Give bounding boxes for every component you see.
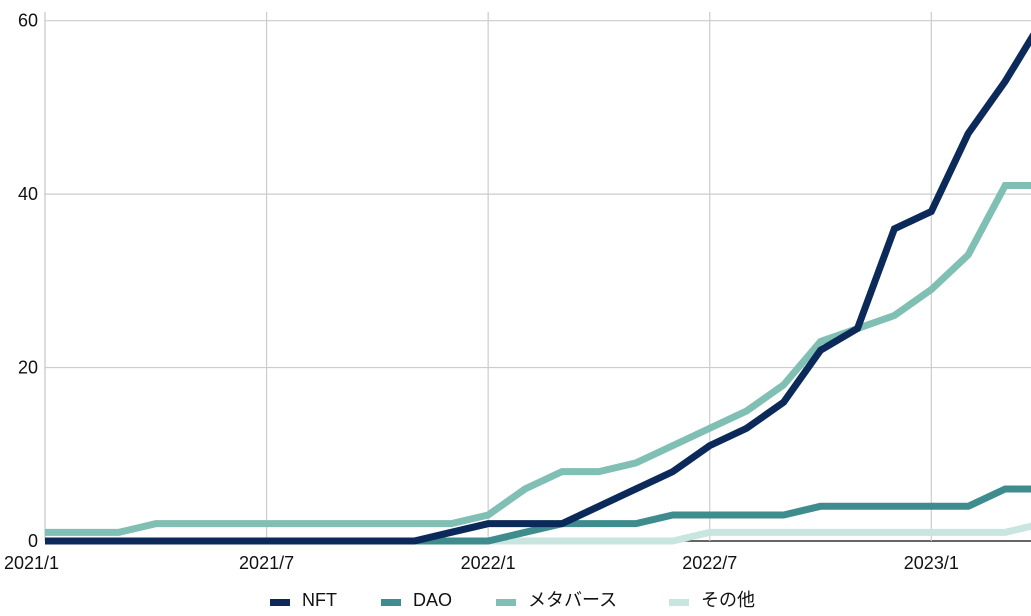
- legend: NFT DAO メタバース その他: [270, 590, 755, 610]
- legend-label: DAO: [413, 590, 452, 610]
- x-gridlines: [44, 12, 932, 541]
- legend-label: メタバース: [528, 590, 617, 610]
- legend-swatch: [496, 599, 516, 606]
- x-tick-labels: 2021/1 2021/7 2022/1 2022/7 2023/1: [4, 553, 959, 573]
- series-line-0: [45, 32, 1031, 545]
- legend-swatch: [381, 599, 401, 606]
- y-tick-label: 0: [28, 531, 38, 551]
- x-tick-label: 2021/7: [239, 553, 294, 573]
- series-line-2: [45, 181, 1031, 536]
- legend-label: その他: [701, 590, 755, 610]
- y-tick-label: 60: [18, 11, 38, 31]
- x-tick-label: 2022/7: [682, 553, 737, 573]
- y-tick-label: 20: [18, 358, 38, 378]
- y-tick-label: 40: [18, 184, 38, 204]
- legend-label: NFT: [302, 590, 337, 610]
- x-tick-label: 2021/1: [4, 553, 59, 573]
- x-tick-label: 2022/1: [461, 553, 516, 573]
- legend-swatch: [270, 599, 290, 606]
- legend-swatch: [669, 599, 689, 606]
- x-tick-label: 2023/1: [904, 553, 959, 573]
- y-tick-labels: 0 20 40 60: [18, 11, 38, 551]
- y-gridlines: [44, 12, 1031, 542]
- series-lines: [45, 32, 1031, 545]
